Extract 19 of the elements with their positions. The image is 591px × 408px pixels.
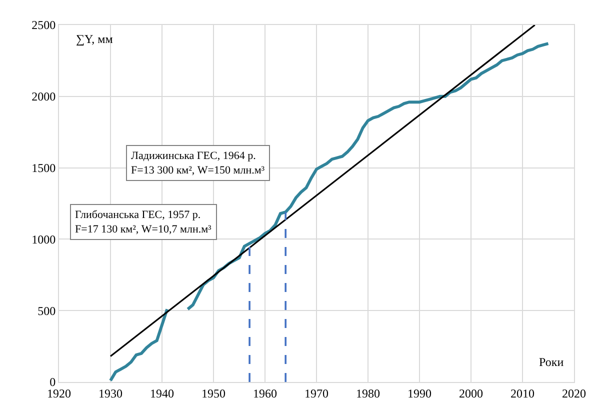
x-tick-label: 2010: [510, 386, 534, 400]
x-tick-label: 1950: [202, 386, 226, 400]
x-tick-label: 2020: [562, 386, 586, 400]
x-tick-label: 1940: [150, 386, 174, 400]
x-tick-label: 1980: [356, 386, 380, 400]
x-tick-label: 1970: [304, 386, 328, 400]
x-tick-label: 1960: [253, 386, 277, 400]
annotation: Ладижинська ГЕС, 1964 р. F=13 300 км², W=150 млн.м³: [131, 150, 266, 176]
x-tick-label: 1930: [98, 386, 122, 400]
y-tick-label: 1500: [32, 161, 56, 175]
y-tick-label: 2500: [32, 18, 56, 32]
y-tick-label: 2000: [32, 90, 56, 104]
y-tick-label: 500: [38, 304, 56, 318]
y-tick-label: 1000: [32, 232, 56, 246]
x-tick-label: 1990: [408, 386, 432, 400]
y-axis-title: ∑Y, мм: [76, 32, 114, 46]
annotation: Глибочанська ГЕС, 1957 р. F=17 130 км², W=10,7 млн.м³: [75, 209, 212, 236]
x-axis-title: Роки: [539, 355, 564, 369]
x-tick-label: 2000: [459, 386, 483, 400]
